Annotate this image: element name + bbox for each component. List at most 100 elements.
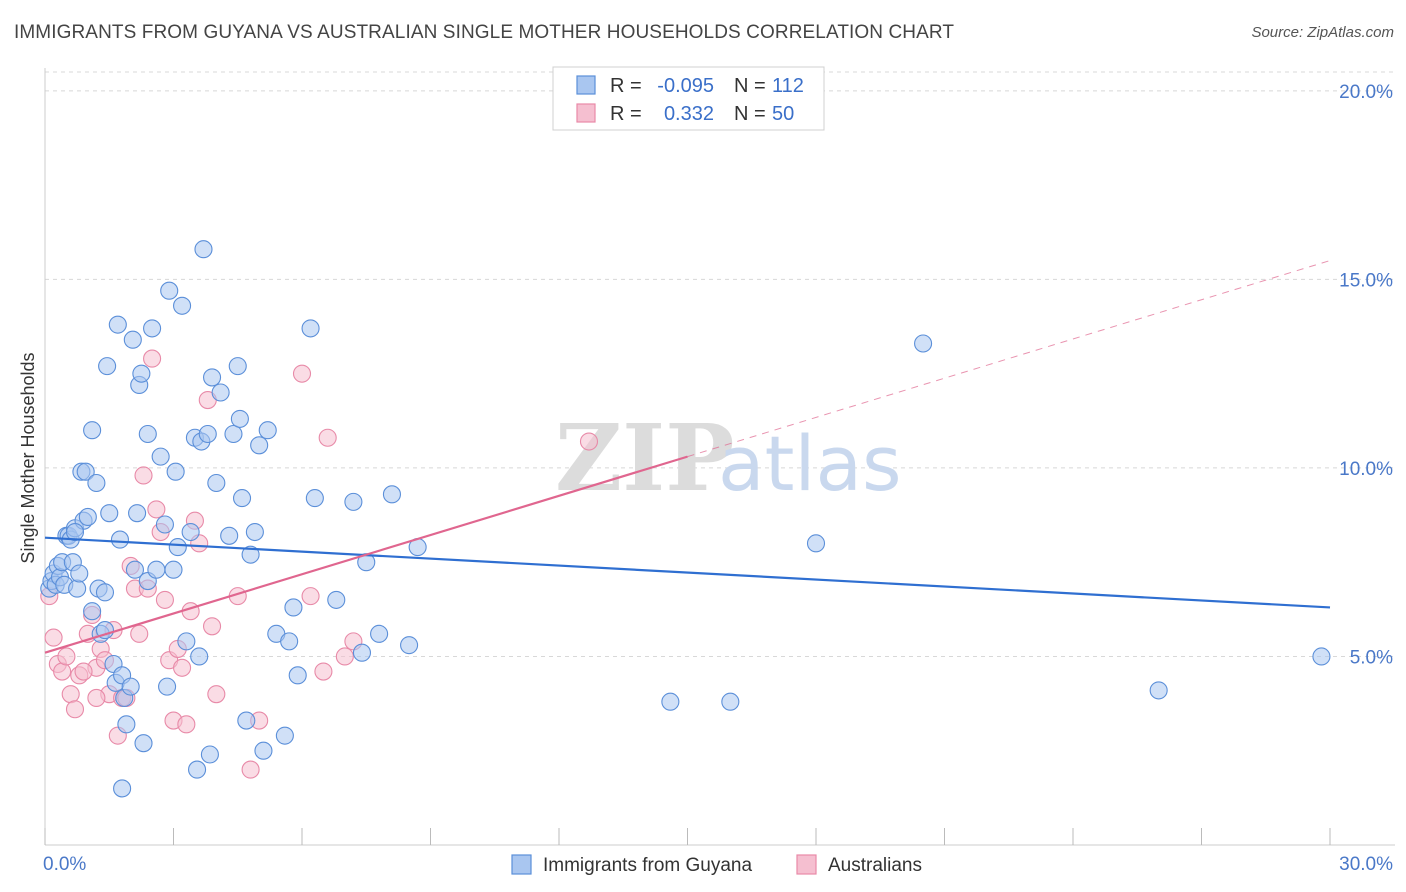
y-tick-labels: 5.0% 10.0% 15.0% 20.0%: [1339, 82, 1393, 669]
legend-n-label-pink: N =: [734, 103, 766, 125]
point-australians-45: [335, 647, 354, 666]
point-guyana-29: [110, 530, 130, 549]
point-guyana-19: [83, 602, 102, 621]
point-guyana-46: [160, 281, 179, 300]
point-guyana-76: [280, 632, 299, 651]
point-australians-4: [57, 647, 76, 666]
top-legend: R = -0.095 N = 112 R = 0.332 N = 50: [552, 66, 825, 131]
point-guyana-97: [113, 779, 132, 798]
point-guyana-33: [121, 677, 140, 696]
point-guyana-67: [232, 489, 252, 508]
point-guyana-45: [158, 677, 177, 696]
point-guyana-54: [188, 760, 207, 779]
x-tick-label-1: 30.0%: [1339, 854, 1393, 875]
trend-line-guyana: [44, 536, 1331, 609]
chart-source: Source: ZipAtlas.com: [1251, 24, 1394, 41]
point-guyana-48: [166, 462, 185, 481]
legend-r-label-blue: R =: [610, 75, 642, 97]
trend-line-australians-extension: [687, 260, 1331, 458]
legend-swatch-blue: [576, 75, 596, 95]
point-australians-44: [318, 428, 337, 447]
point-australians-24: [147, 500, 166, 519]
point-guyana-68: [237, 711, 256, 730]
point-guyana-93: [1149, 681, 1168, 700]
point-australians-39: [241, 760, 260, 779]
point-australians-5: [61, 685, 80, 704]
point-guyana-43: [151, 447, 170, 466]
point-australians-23: [143, 349, 162, 368]
point-australians-42: [301, 587, 320, 606]
point-guyana-59: [200, 745, 219, 764]
point-guyana-86: [382, 485, 402, 504]
point-australians-49: [74, 662, 93, 681]
watermark-zip: ZIP: [555, 404, 734, 512]
point-guyana-94: [1312, 647, 1331, 666]
point-australians-48: [87, 688, 106, 707]
bottom-legend-label-guyana: Immigrants from Guyana: [543, 855, 752, 876]
point-australians-21: [134, 466, 153, 485]
legend-r-label-pink: R =: [610, 103, 642, 125]
point-guyana-83: [352, 643, 372, 662]
series-guyana-points: [40, 240, 1331, 798]
point-guyana-91: [806, 534, 826, 553]
point-guyana-90: [721, 692, 740, 711]
point-guyana-28: [108, 315, 127, 334]
point-guyana-47: [164, 560, 183, 579]
point-guyana-50: [173, 296, 192, 315]
point-guyana-96: [138, 424, 157, 444]
point-guyana-24: [98, 357, 117, 376]
point-guyana-64: [224, 424, 243, 444]
point-australians-30: [173, 658, 192, 677]
y-tick-label-1: 10.0%: [1339, 459, 1393, 480]
point-guyana-82: [344, 492, 363, 511]
point-guyana-57: [194, 240, 213, 259]
point-guyana-42: [147, 560, 166, 579]
point-guyana-14: [70, 564, 89, 583]
legend-n-value-pink: 50: [772, 103, 794, 125]
y-tick-label-2: 15.0%: [1339, 270, 1393, 291]
point-guyana-79: [301, 319, 320, 338]
point-guyana-78: [288, 666, 307, 685]
point-guyana-18: [78, 507, 97, 526]
point-guyana-63: [220, 526, 239, 545]
point-guyana-89: [661, 692, 680, 711]
point-guyana-25: [100, 504, 119, 523]
bottom-legend: Immigrants from Guyana Australians: [511, 854, 922, 876]
legend-r-value-blue: -0.095: [657, 75, 714, 97]
point-guyana-72: [254, 741, 273, 760]
point-australians-20: [130, 624, 149, 643]
point-guyana-99: [95, 621, 115, 640]
bottom-legend-label-australians: Australians: [828, 855, 922, 876]
point-australians-3: [53, 662, 72, 681]
point-australians-1: [44, 628, 63, 647]
x-tick-labels: 0.0% 30.0%: [43, 854, 1393, 875]
y-tick-label-0: 5.0%: [1350, 647, 1393, 668]
trend-lines: [44, 260, 1331, 654]
point-guyana-38: [132, 364, 151, 383]
chart-title: IMMIGRANTS FROM GUYANA VS AUSTRALIAN SIN…: [14, 22, 955, 43]
point-australians-47: [579, 432, 599, 451]
point-guyana-75: [275, 726, 294, 745]
point-guyana-61: [207, 473, 226, 493]
x-tick-label-0: 0.0%: [43, 854, 86, 875]
point-guyana-92: [914, 334, 933, 353]
y-axis-label: Single Mother Households: [18, 352, 38, 563]
trend-line-australians: [44, 455, 688, 654]
point-guyana-60: [203, 368, 222, 387]
point-guyana-77: [284, 598, 303, 617]
point-australians-43: [314, 662, 333, 681]
point-guyana-44: [155, 515, 174, 534]
point-australians-41: [292, 364, 312, 383]
bottom-legend-swatch-blue: [511, 854, 532, 875]
point-guyana-70: [245, 522, 264, 542]
point-guyana-13: [68, 579, 87, 598]
legend-swatch-pink: [576, 103, 596, 123]
point-guyana-98: [65, 522, 85, 542]
point-guyana-81: [327, 590, 346, 609]
point-guyana-58: [198, 424, 217, 444]
point-guyana-87: [400, 636, 419, 655]
point-australians-6: [65, 700, 85, 719]
point-australians-36: [203, 617, 222, 636]
point-guyana-51: [177, 632, 196, 651]
